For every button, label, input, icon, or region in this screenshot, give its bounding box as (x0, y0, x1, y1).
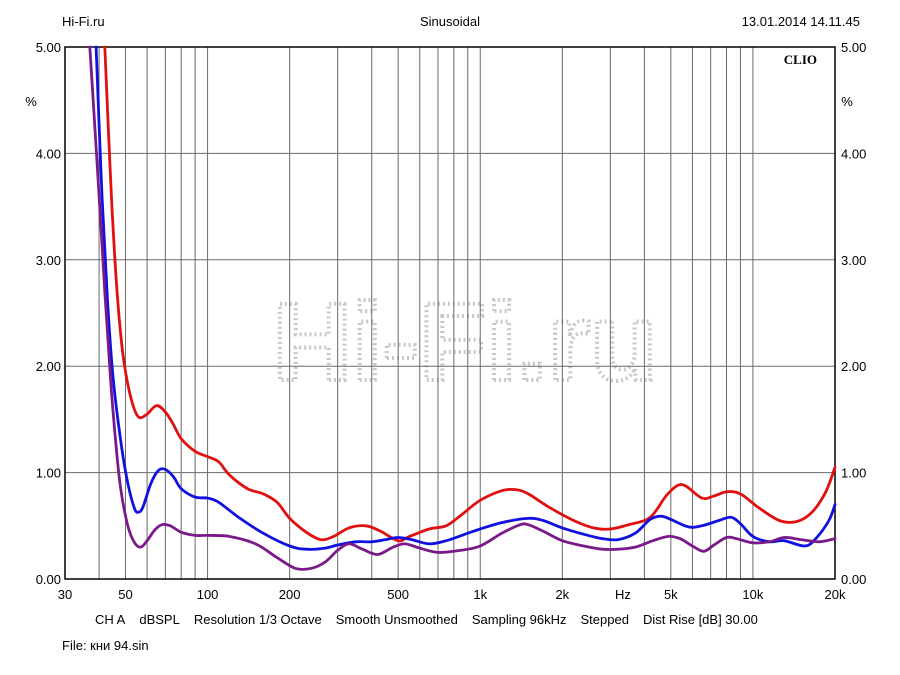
y-tick-label-right: 0.00 (841, 572, 866, 587)
x-tick-label: 5k (664, 587, 678, 602)
x-unit-label: Hz (615, 587, 631, 602)
series-line-3 (88, 45, 837, 571)
resolution-label: Resolution 1/3 Octave (193, 612, 322, 627)
units-label: dBSPL (139, 612, 180, 627)
file-name: File: кни 94.sin (62, 638, 149, 653)
x-tick-label: 1k (473, 587, 487, 602)
y-tick-label-left: 1.00 (36, 466, 61, 481)
x-tick-label: 200 (279, 587, 301, 602)
y-tick-label-left: 0.00 (36, 572, 61, 587)
channel-label: CH A (95, 612, 126, 627)
y-unit-label-right: % (841, 94, 853, 109)
y-tick-label-left: 4.00 (36, 146, 61, 161)
series-line-1 (103, 45, 837, 543)
brand-label-bg (777, 50, 833, 69)
series-line-2 (94, 45, 837, 551)
y-tick-label-left: 5.00 (36, 40, 61, 55)
header-site-name: Hi-Fi.ru (62, 14, 105, 29)
y-tick-label-right: 2.00 (841, 359, 866, 374)
y-tick-label-left: 2.00 (36, 359, 61, 374)
watermark-text: Hi-Fi.ru (273, 281, 658, 404)
sampling-label: Sampling 96kHz (471, 612, 567, 627)
header-measurement-type: Sinusoidal (420, 14, 480, 29)
stepped-label: Stepped (580, 612, 629, 627)
brand-label: CLIO (784, 52, 817, 67)
header-timestamp: 13.01.2014 14.11.45 (741, 14, 860, 29)
y-unit-label-left: % (25, 94, 37, 109)
dist-rise-label: Dist Rise [dB] 30.00 (642, 612, 758, 627)
smoothing-label: Smooth Unsmoothed (335, 612, 458, 627)
y-tick-label-right: 1.00 (841, 466, 866, 481)
y-tick-label-right: 5.00 (841, 40, 866, 55)
x-tick-label: 500 (387, 587, 409, 602)
x-tick-label: 50 (118, 587, 132, 602)
y-tick-label-right: 3.00 (841, 253, 866, 268)
measurement-settings: CH A dBSPL Resolution 1/3 Octave Smooth Uns… (95, 612, 772, 627)
x-tick-label: 30 (58, 587, 72, 602)
y-tick-label-left: 3.00 (36, 253, 61, 268)
plot-frame (64, 46, 836, 580)
y-tick-label-right: 4.00 (841, 146, 866, 161)
x-tick-label: 2k (555, 587, 569, 602)
x-tick-label: 10k (742, 587, 763, 602)
x-tick-label: 20k (825, 587, 846, 602)
x-tick-label: 100 (197, 587, 219, 602)
